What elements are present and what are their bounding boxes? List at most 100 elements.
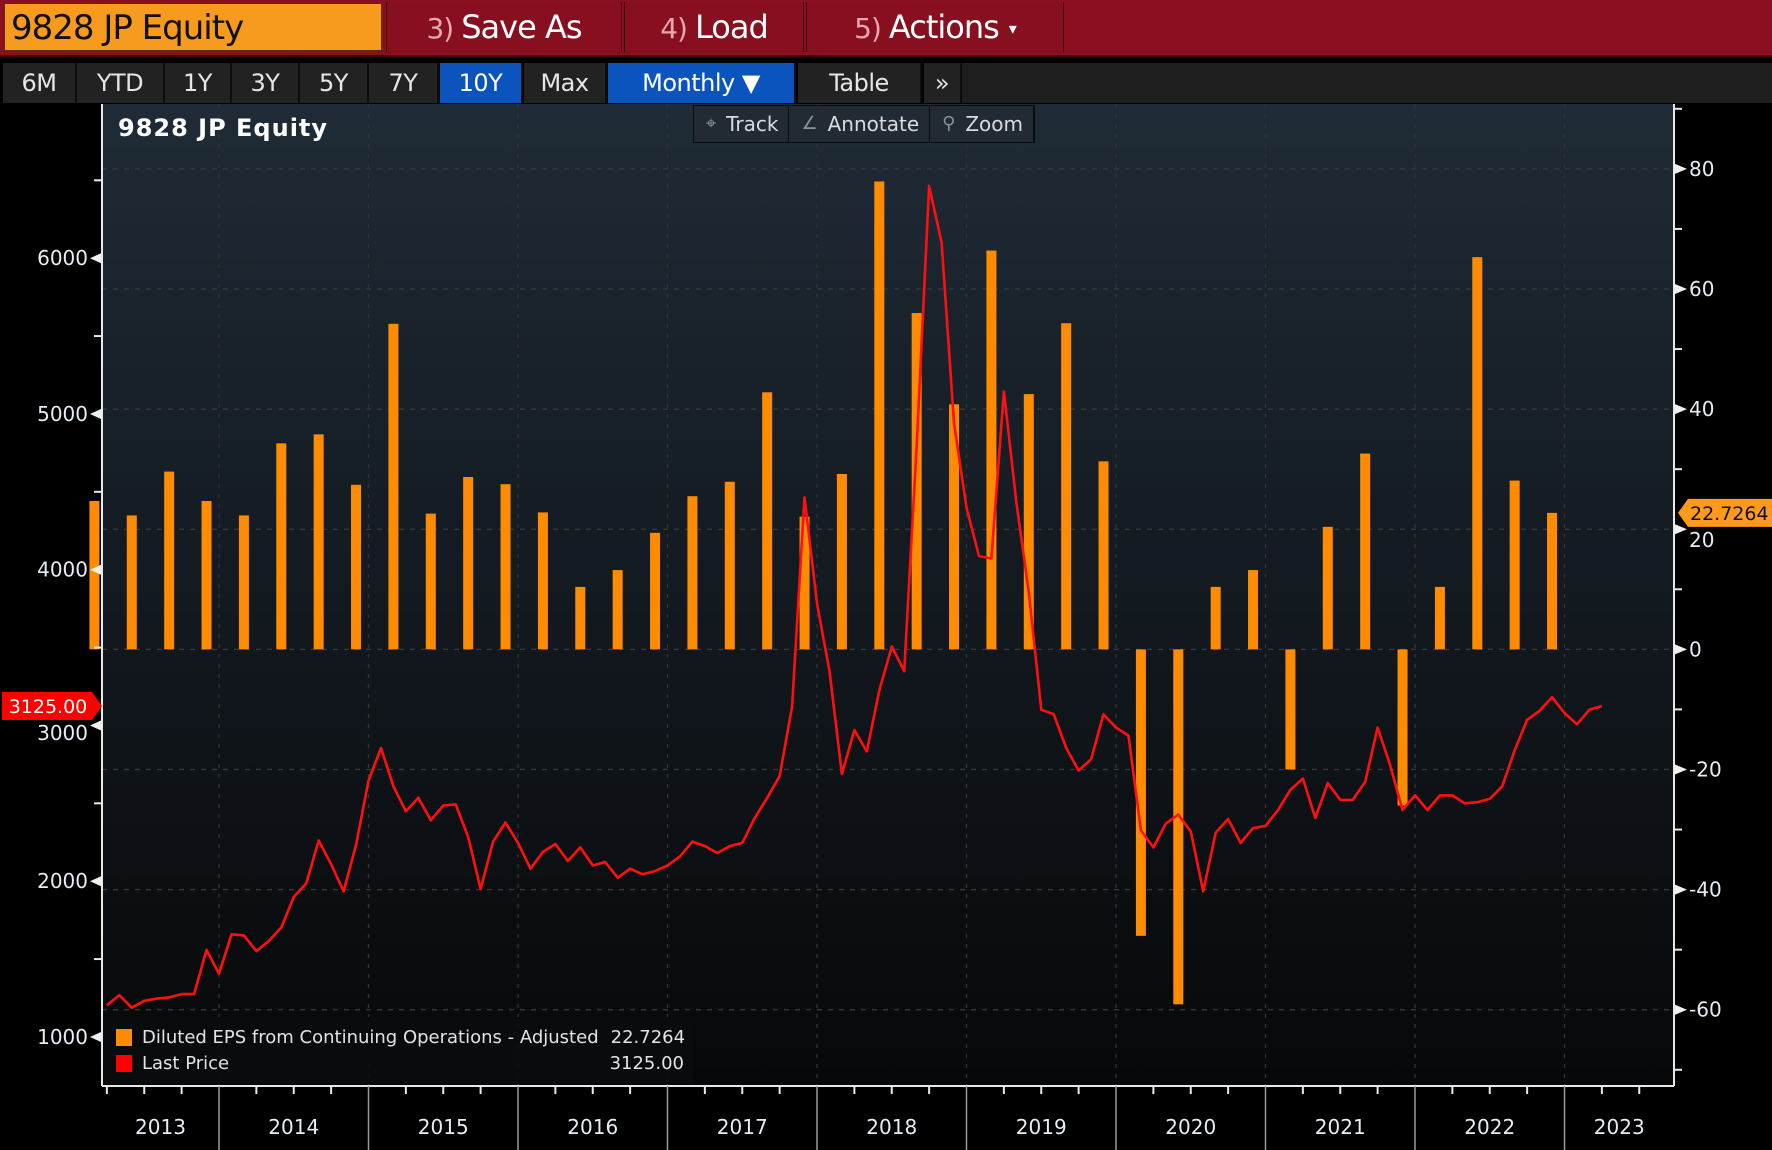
track-label: Track xyxy=(726,112,779,136)
x-tick-label: 2014 xyxy=(268,1115,319,1139)
x-tick-label: 2021 xyxy=(1315,1115,1366,1139)
last-price-flag xyxy=(2,691,102,720)
eps-bar xyxy=(874,181,885,650)
eps-bar xyxy=(1248,570,1259,650)
eps-bar xyxy=(537,512,548,650)
left-tick-marker xyxy=(90,408,101,419)
legend-swatch-price xyxy=(116,1054,132,1072)
range-10y[interactable]: 10Y xyxy=(440,63,523,103)
zoom-tool[interactable]: ⚲ Zoom xyxy=(930,106,1034,142)
save-as-hotkey: 3) xyxy=(426,12,454,45)
eps-bar xyxy=(911,313,922,650)
left-tick-marker xyxy=(90,564,101,575)
legend-value-price: 3125.00 xyxy=(609,1052,684,1074)
right-tick-marker xyxy=(1675,524,1687,535)
axes: 1000 2000 3000 4000 5000 6000 -60 -40 -20 0 20 40 60… xyxy=(2,104,1772,1150)
right-tick-marker xyxy=(1675,884,1687,895)
track-tool[interactable]: ⌖ Track xyxy=(694,106,790,142)
eps-bar xyxy=(1098,461,1109,650)
range-6m[interactable]: 6M xyxy=(3,63,77,103)
x-tick-label: 2023 xyxy=(1594,1115,1645,1139)
eps-bar xyxy=(313,434,324,650)
right-tick-label: -20 xyxy=(1689,757,1722,781)
zoom-label: Zoom xyxy=(965,112,1023,136)
eps-bar xyxy=(1397,649,1408,806)
load-label: Load xyxy=(694,8,769,46)
x-tick-label: 2020 xyxy=(1165,1115,1216,1139)
legend-label-price: Last Price xyxy=(142,1052,230,1074)
eps-bar xyxy=(425,513,436,650)
ticker-input[interactable]: 9828 JP Equity xyxy=(4,3,382,51)
left-tick-marker xyxy=(90,720,101,731)
eps-bar xyxy=(276,443,287,650)
left-tick-label: 5000 xyxy=(37,402,88,426)
actions-label: Actions xyxy=(888,8,1000,46)
table-button[interactable]: Table xyxy=(798,63,922,103)
plot-area xyxy=(102,104,1674,1086)
eps-bar xyxy=(1434,586,1445,650)
right-tick-label: -40 xyxy=(1689,878,1722,902)
frequency-dropdown[interactable]: Monthly ▼ xyxy=(608,63,796,103)
more-button[interactable]: » xyxy=(924,63,962,103)
right-tick-label: 80 xyxy=(1689,157,1714,181)
right-tick-marker xyxy=(1675,764,1687,775)
range-1y[interactable]: 1Y xyxy=(165,63,232,103)
range-7y[interactable]: 7Y xyxy=(369,63,439,103)
left-tick-label: 3000 xyxy=(37,721,88,745)
eps-bar xyxy=(1173,649,1184,1005)
eps-bar xyxy=(238,515,249,650)
x-tick-label: 2022 xyxy=(1464,1115,1515,1139)
eps-bar xyxy=(388,323,399,650)
eps-bar xyxy=(986,250,997,650)
x-tick-label: 2016 xyxy=(567,1115,618,1139)
left-tick-label: 6000 xyxy=(37,246,88,270)
price-line-group xyxy=(106,184,1603,1010)
left-tick-marker xyxy=(90,876,101,887)
eps-bar xyxy=(1061,323,1072,650)
annotate-tool[interactable]: ∠ Annotate xyxy=(789,106,931,142)
eps-bar xyxy=(1135,649,1146,936)
right-tick-marker xyxy=(1675,163,1687,174)
actions-button[interactable]: 5) Actions ▾ xyxy=(806,2,1064,52)
x-tick-label: 2017 xyxy=(717,1115,768,1139)
eps-bar xyxy=(650,532,661,650)
eps-bar xyxy=(799,516,810,650)
chart-tools: ⌖ Track ∠ Annotate ⚲ Zoom xyxy=(693,105,1035,143)
range-ytd[interactable]: YTD xyxy=(77,63,165,103)
eps-bar xyxy=(1023,394,1034,650)
eps-bar xyxy=(1547,512,1558,650)
eps-bar xyxy=(89,501,100,650)
annotate-label: Annotate xyxy=(827,112,920,136)
eps-bar xyxy=(1322,526,1333,650)
load-button[interactable]: 4) Load xyxy=(624,2,804,52)
eps-bar xyxy=(724,481,735,650)
legend-swatch-eps xyxy=(116,1028,132,1046)
right-tick-marker xyxy=(1675,644,1687,655)
legend-label-eps: Diluted EPS from Continuing Operations -… xyxy=(142,1026,599,1048)
last-eps-label: 22.7264 xyxy=(1690,503,1769,525)
right-tick-marker xyxy=(1675,283,1687,294)
legend-item-price[interactable]: Last Price 3125.00 xyxy=(116,1050,684,1076)
legend-item-eps[interactable]: Diluted EPS from Continuing Operations -… xyxy=(116,1024,686,1050)
left-tick-label: 1000 xyxy=(37,1025,88,1049)
gridlines xyxy=(102,104,1674,1086)
range-5y[interactable]: 5Y xyxy=(300,63,369,103)
eps-bar xyxy=(1210,586,1221,650)
eps-bar xyxy=(500,484,511,650)
range-max[interactable]: Max xyxy=(524,63,607,103)
x-tick-label: 2018 xyxy=(866,1115,917,1139)
x-tick-label: 2019 xyxy=(1016,1115,1067,1139)
range-3y[interactable]: 3Y xyxy=(232,63,300,103)
left-tick-marker xyxy=(90,1031,101,1042)
save-as-label: Save As xyxy=(461,8,582,46)
legend-value-eps: 22.7264 xyxy=(610,1026,686,1048)
save-as-button[interactable]: 3) Save As xyxy=(386,2,622,52)
x-tick-label: 2015 xyxy=(418,1115,469,1139)
eps-bar xyxy=(351,484,362,650)
eps-bar xyxy=(949,404,960,650)
eps-bar xyxy=(575,586,586,650)
eps-bars xyxy=(89,181,1558,1005)
right-tick-label: 20 xyxy=(1689,528,1714,552)
load-hotkey: 4) xyxy=(660,12,688,45)
